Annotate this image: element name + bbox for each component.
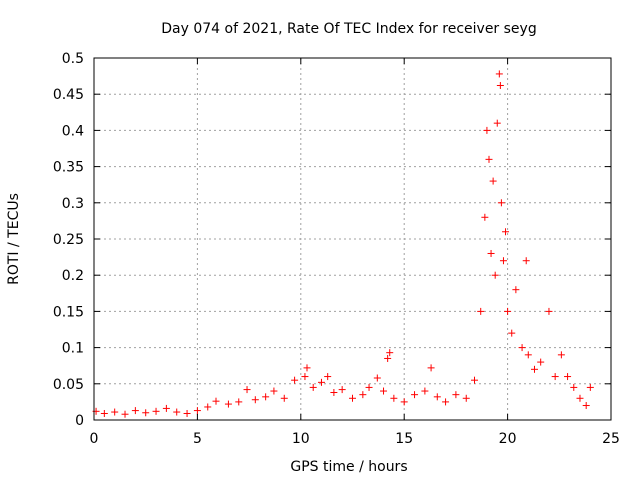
data-point (262, 393, 270, 401)
data-point (243, 386, 251, 394)
data-point (485, 155, 493, 163)
data-point (495, 70, 503, 78)
data-point (386, 349, 394, 357)
data-point (433, 393, 441, 401)
data-point (235, 398, 243, 406)
data-point (518, 344, 526, 352)
data-point (508, 329, 516, 337)
y-tick-label: 0 (75, 413, 84, 429)
data-point (121, 410, 129, 418)
y-tick-label: 0.1 (62, 341, 84, 357)
data-point (152, 407, 160, 415)
x-tick-label: 20 (499, 431, 517, 447)
y-tick-label: 0.15 (53, 304, 84, 320)
data-points (92, 70, 594, 418)
data-point (477, 307, 485, 315)
data-point (530, 365, 538, 373)
data-point (452, 391, 460, 399)
data-point (512, 286, 520, 294)
data-point (365, 383, 373, 391)
data-point (303, 364, 311, 372)
grid-lines (94, 58, 611, 420)
data-point (280, 394, 288, 402)
x-tick-label: 5 (193, 431, 202, 447)
data-point (212, 397, 220, 405)
data-point (193, 407, 201, 415)
y-tick-label: 0.3 (62, 196, 84, 212)
data-point (497, 199, 505, 207)
axis-ticks: 0 5 10 15 20 25 0 0.05 0.1 0.15 0.2 0.25 0.3 0.35 0.4 0… (53, 51, 620, 447)
data-point (359, 391, 367, 399)
x-tick-label: 15 (395, 431, 413, 447)
data-point (204, 403, 212, 411)
data-point (317, 378, 325, 386)
chart-title: Day 074 of 2021, Rate Of TEC Index for r… (161, 21, 536, 37)
data-point (481, 213, 489, 221)
data-point (537, 358, 545, 366)
data-point (489, 177, 497, 185)
data-point (270, 387, 278, 395)
data-point (390, 394, 398, 402)
x-tick-label: 10 (292, 431, 310, 447)
data-point (564, 373, 572, 381)
data-point (524, 351, 532, 359)
data-point (400, 398, 408, 406)
data-point (338, 386, 346, 394)
data-point (493, 119, 501, 127)
data-point (411, 391, 419, 399)
y-tick-label: 0.35 (53, 160, 84, 176)
y-tick-label: 0.4 (62, 123, 84, 139)
y-tick-label: 0.5 (62, 51, 84, 67)
data-point (131, 407, 139, 415)
data-point (576, 394, 584, 402)
data-point (330, 388, 338, 396)
data-point (183, 409, 191, 417)
data-point (380, 387, 388, 395)
data-point (427, 364, 435, 372)
data-point (291, 376, 299, 384)
data-point (100, 409, 108, 417)
data-point (173, 408, 181, 416)
y-tick-label: 0.45 (53, 87, 84, 103)
data-point (551, 373, 559, 381)
data-point (111, 408, 119, 416)
data-point (224, 400, 232, 408)
data-point (502, 228, 510, 236)
data-point (557, 351, 565, 359)
data-point (483, 126, 491, 134)
y-axis-label: ROTI / TECUs (6, 193, 22, 285)
data-point (142, 409, 150, 417)
data-point (373, 374, 381, 382)
data-point (384, 354, 392, 362)
data-point (349, 394, 356, 402)
y-tick-label: 0.05 (53, 377, 84, 393)
data-point (421, 387, 429, 395)
data-point (586, 383, 594, 391)
y-tick-label: 0.25 (53, 232, 84, 248)
x-tick-label: 0 (90, 431, 99, 447)
x-tick-label: 25 (602, 431, 620, 447)
data-point (522, 257, 530, 265)
data-point (545, 307, 553, 315)
data-point (462, 394, 470, 402)
data-point (499, 257, 507, 265)
data-point (309, 383, 317, 391)
data-point (471, 376, 479, 384)
data-point (442, 398, 450, 406)
data-point (491, 271, 499, 279)
data-point (496, 82, 504, 90)
data-point (504, 307, 512, 315)
data-point (582, 402, 590, 410)
data-point (162, 404, 170, 412)
data-point (251, 396, 259, 404)
y-tick-label: 0.2 (62, 268, 84, 284)
data-point (487, 249, 495, 257)
x-axis-label: GPS time / hours (290, 459, 407, 475)
data-point (324, 373, 332, 381)
data-point (301, 373, 309, 381)
data-point (570, 383, 578, 391)
